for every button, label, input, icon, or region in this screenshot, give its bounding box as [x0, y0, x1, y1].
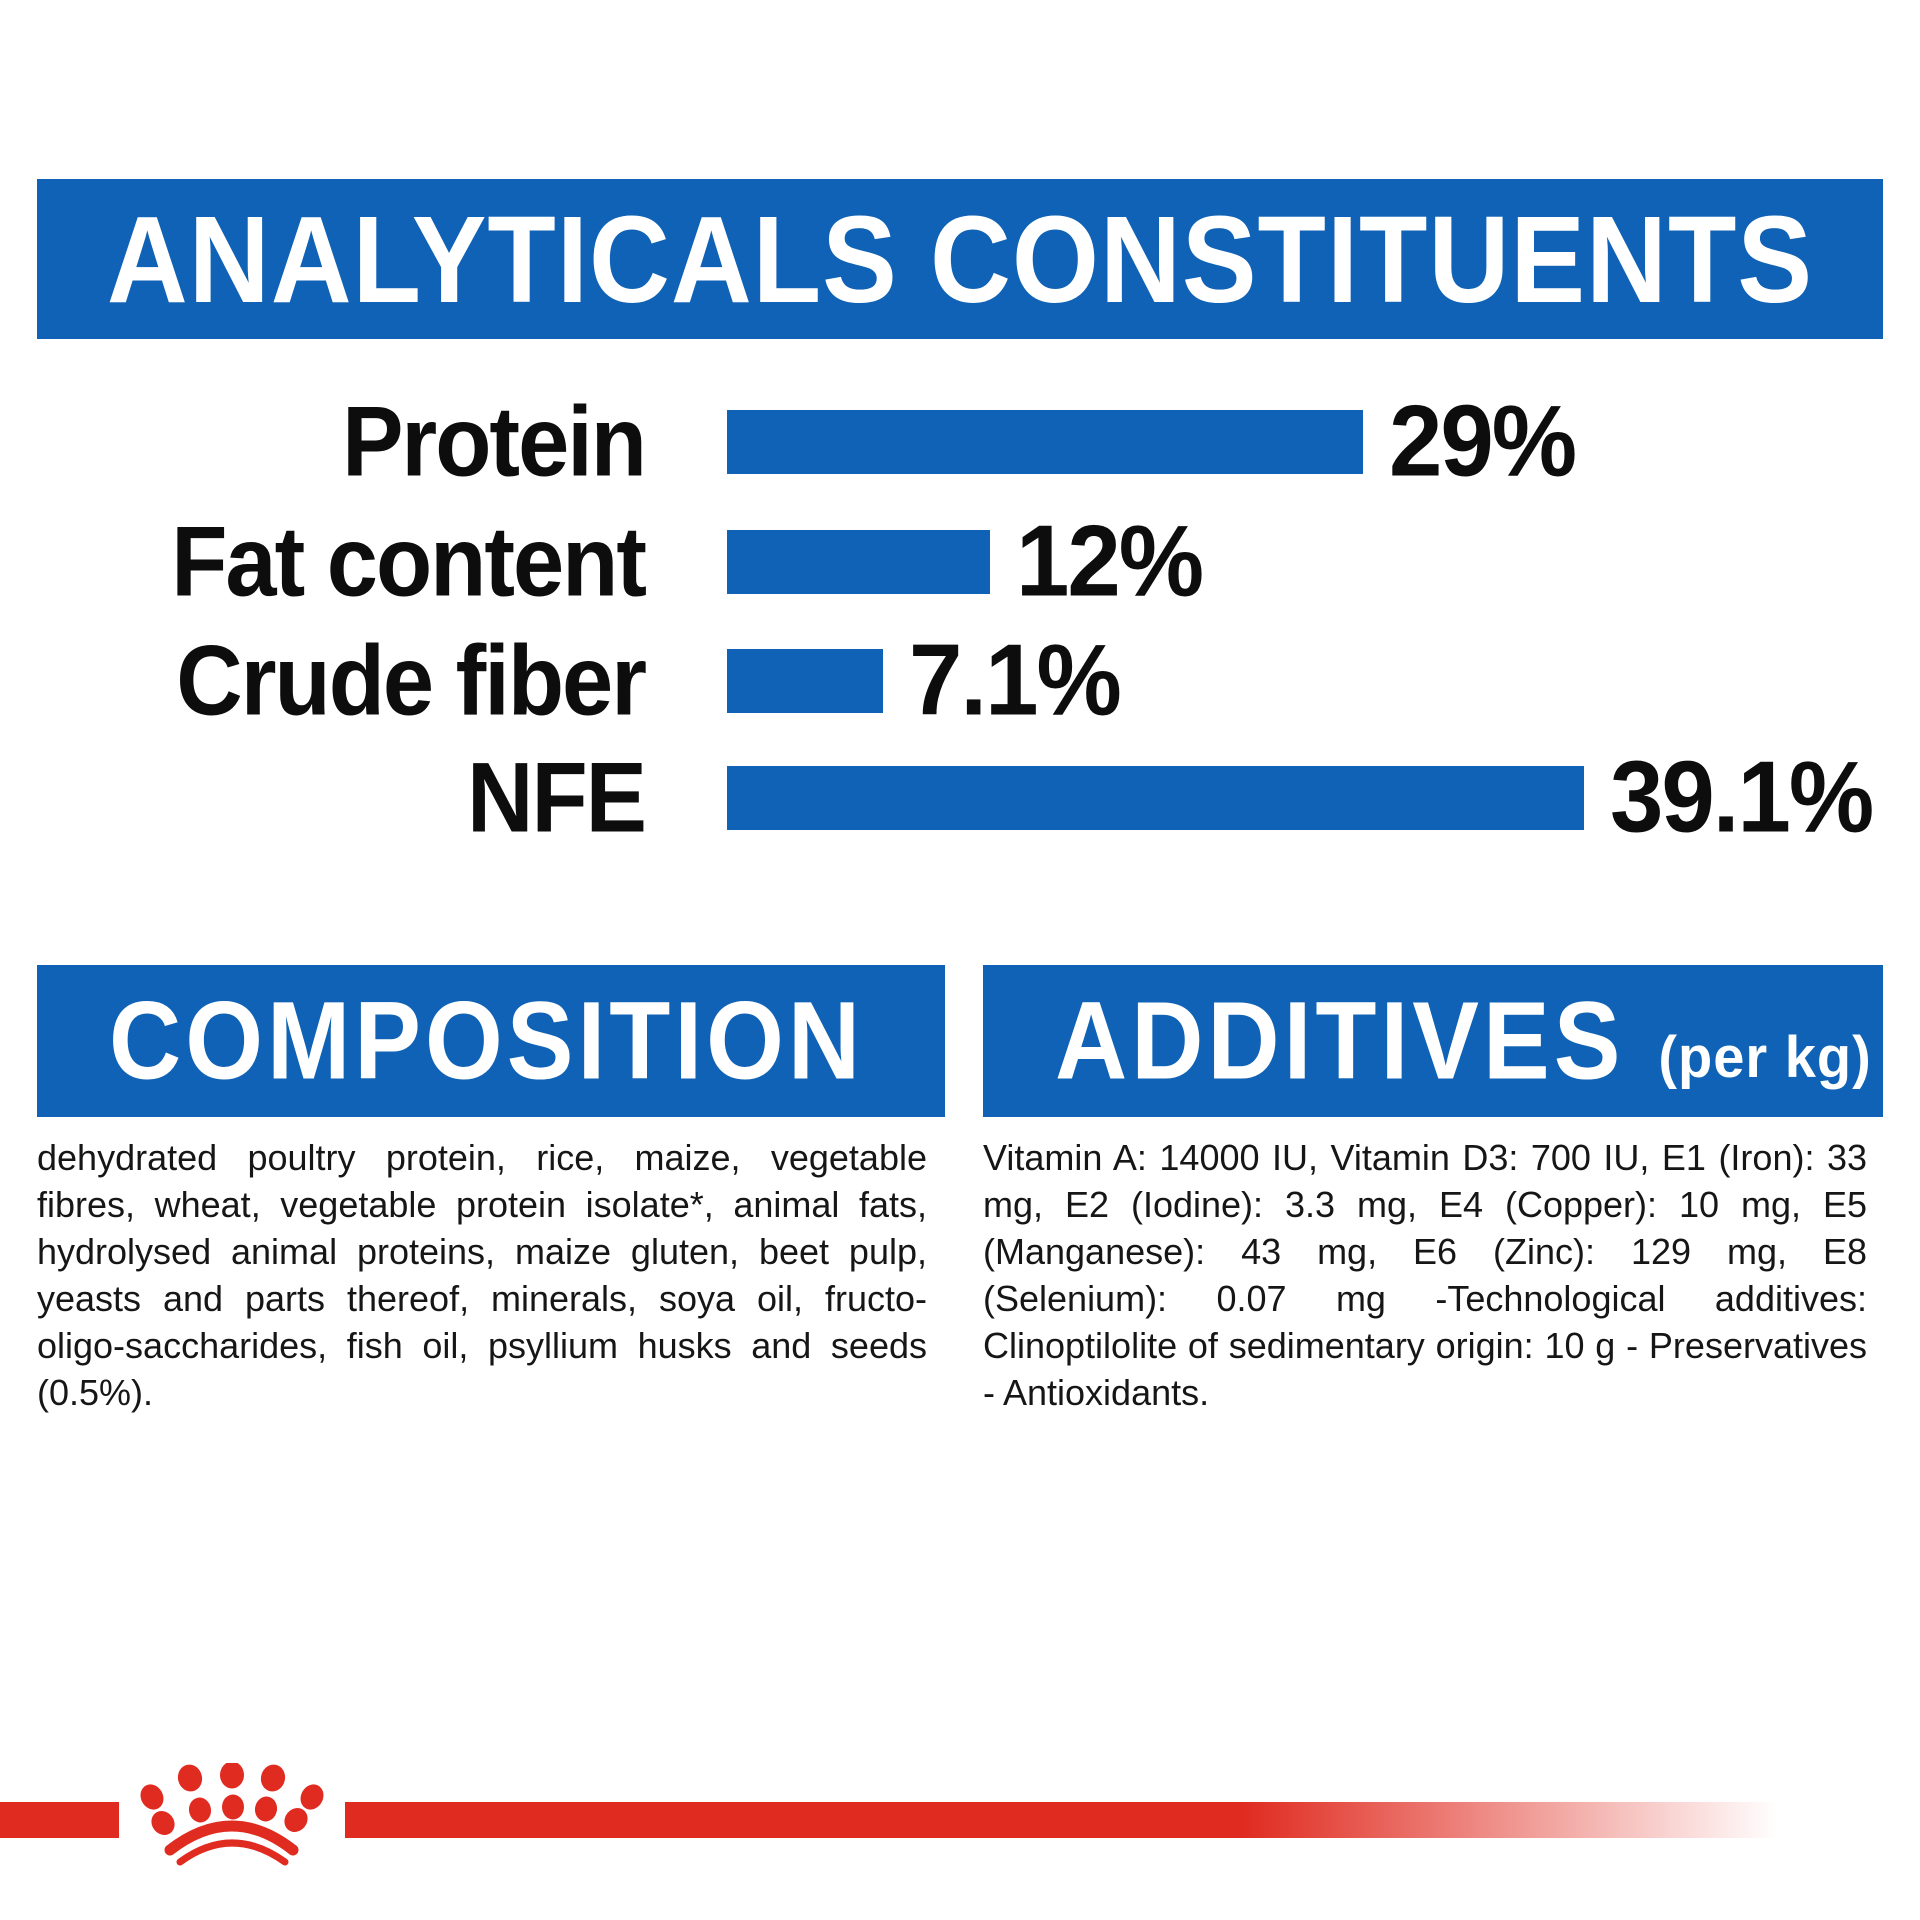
chart-bar-crude-fiber	[727, 649, 883, 713]
chart-value-nfe: 39.1%	[1610, 741, 1874, 854]
chart-bar-fat-content	[727, 530, 990, 594]
chart-row-protein: Protein 29%	[0, 385, 1577, 497]
additives-title: ADDITIVES	[1055, 978, 1625, 1103]
analyticals-title: ANALYTICALS CONSTITUENTS	[106, 190, 1814, 328]
composition-title: COMPOSITION	[109, 978, 865, 1103]
chart-label-fat-content: Fat content	[171, 506, 647, 617]
chart-value-crude-fiber: 7.1%	[909, 624, 1122, 737]
additives-text: Vitamin A: 14000 IU, Vitamin D3: 700 IU,…	[983, 1137, 1867, 1413]
additives-header-banner: ADDITIVES (per kg)	[983, 965, 1883, 1117]
chart-bar-nfe	[727, 766, 1584, 830]
footer-line-left	[0, 1802, 119, 1838]
chart-value-protein: 29%	[1389, 385, 1577, 498]
analyticals-header-banner: ANALYTICALS CONSTITUENTS	[37, 179, 1883, 339]
chart-label-nfe: NFE	[467, 742, 647, 853]
chart-value-fat-content: 12%	[1016, 505, 1204, 618]
additives-title-suffix: (per kg)	[1658, 1022, 1872, 1090]
chart-row-fat-content: Fat content 12%	[0, 505, 1204, 617]
composition-header-banner: COMPOSITION	[37, 965, 945, 1117]
footer-line-right	[345, 1802, 1793, 1838]
chart-bar-protein	[727, 410, 1363, 474]
chart-label-crude-fiber: Crude fiber	[176, 625, 647, 736]
chart-label-protein: Protein	[342, 386, 647, 497]
chart-row-crude-fiber: Crude fiber 7.1%	[0, 624, 1122, 736]
royal-canin-crown-logo	[140, 1763, 324, 1866]
composition-text: dehydrated poultry protein, rice, maize,…	[37, 1137, 927, 1413]
chart-row-nfe: NFE 39.1%	[0, 741, 1874, 853]
